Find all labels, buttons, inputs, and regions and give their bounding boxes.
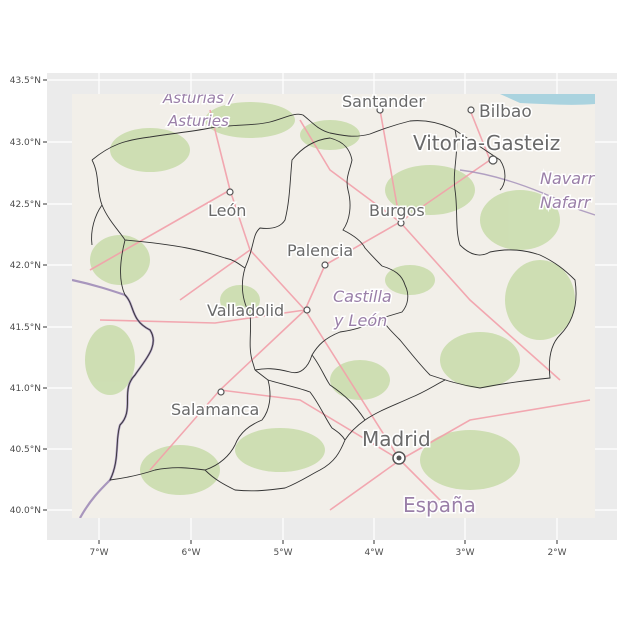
city-markers bbox=[217, 106, 498, 396]
label-navarra-2: Nafarr bbox=[540, 193, 592, 212]
label-santander: Santander bbox=[342, 92, 425, 111]
marker-santander bbox=[376, 106, 384, 114]
marker-palencia bbox=[321, 261, 329, 269]
label-asturias-2: Asturies bbox=[167, 112, 229, 130]
x-tick-label: 6°W bbox=[181, 548, 200, 558]
label-navarra-1: Navarr bbox=[540, 169, 596, 188]
y-tick-label: 43.0°N bbox=[10, 138, 41, 148]
label-palencia: Palencia bbox=[287, 241, 353, 260]
marker-burgos bbox=[397, 219, 405, 227]
label-leon: León bbox=[208, 201, 246, 220]
y-axis: 43.5°N 43.0°N 42.5°N 42.0°N 41.5°N 41.0°… bbox=[10, 76, 47, 516]
marker-valladolid bbox=[303, 306, 311, 314]
tile-vegetation bbox=[85, 102, 575, 495]
y-tick-label: 41.5°N bbox=[10, 323, 41, 333]
y-tick-label: 41.0°N bbox=[10, 384, 41, 394]
marker-leon bbox=[226, 188, 234, 196]
label-vitoria: Vitoria-Gasteiz bbox=[413, 131, 560, 155]
y-tick-label: 43.5°N bbox=[10, 76, 41, 86]
tile-regional-border bbox=[459, 169, 595, 216]
x-tick-label: 3°W bbox=[455, 548, 474, 558]
label-burgos: Burgos bbox=[369, 201, 425, 220]
label-castilla-1: Castilla bbox=[333, 287, 392, 306]
x-tick-label: 4°W bbox=[364, 548, 383, 558]
marker-salamanca bbox=[217, 388, 225, 396]
y-tick-label: 40.0°N bbox=[10, 506, 41, 516]
map-tiles: Asturias / Asturies Santander Bilbao Vit… bbox=[72, 89, 596, 518]
marker-bilbao bbox=[467, 106, 475, 114]
marker-vitoria bbox=[488, 155, 498, 165]
y-tick-label: 42.5°N bbox=[10, 200, 41, 210]
tile-roads bbox=[89, 109, 591, 511]
label-madrid: Madrid bbox=[362, 427, 431, 451]
label-valladolid: Valladolid bbox=[207, 301, 284, 320]
label-bilbao: Bilbao bbox=[479, 102, 532, 122]
label-castilla-2: y León bbox=[333, 311, 387, 330]
label-espana: España bbox=[403, 493, 476, 517]
marker-madrid bbox=[392, 451, 406, 465]
province-outlines bbox=[91, 113, 577, 492]
x-tick-label: 5°W bbox=[273, 548, 292, 558]
y-tick-label: 40.5°N bbox=[10, 445, 41, 455]
y-tick-label: 42.0°N bbox=[10, 261, 41, 271]
x-axis: 7°W 6°W 5°W 4°W 3°W 2°W bbox=[89, 540, 567, 558]
x-tick-label: 2°W bbox=[547, 548, 566, 558]
label-asturias-1: Asturias / bbox=[162, 89, 236, 107]
tile-sea bbox=[500, 94, 595, 105]
label-salamanca: Salamanca bbox=[171, 400, 259, 419]
x-tick-label: 7°W bbox=[89, 548, 108, 558]
